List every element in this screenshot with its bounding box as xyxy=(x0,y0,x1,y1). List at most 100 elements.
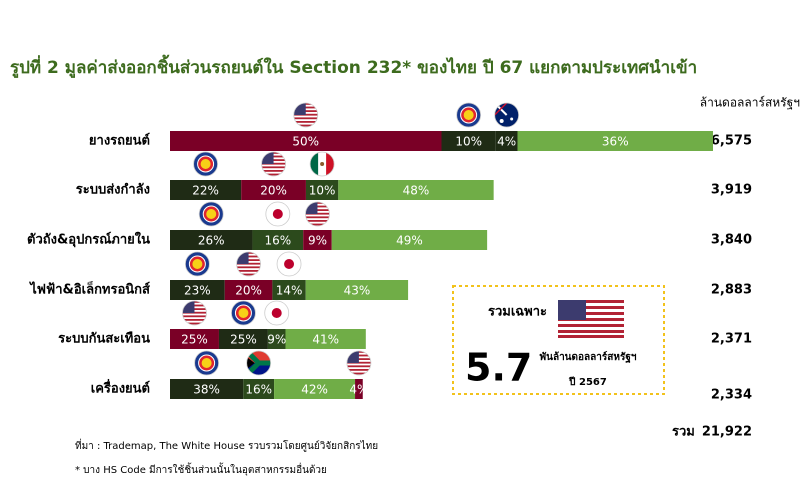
flag-body xyxy=(261,152,286,176)
flag-icon xyxy=(346,350,372,376)
callout-box xyxy=(452,285,665,395)
bar-segment xyxy=(305,180,339,200)
flag-border xyxy=(456,102,482,128)
sum-value: 21,922 xyxy=(702,425,752,440)
flag-body xyxy=(264,301,289,325)
total-label: 2,371 xyxy=(711,332,752,347)
flag-sun xyxy=(272,209,283,219)
footnote: ที่มา : Trademap, The White House รวบรวม… xyxy=(75,438,378,452)
flag-core xyxy=(200,159,211,169)
flag-icon xyxy=(261,151,286,177)
total-label: 2,334 xyxy=(711,388,752,403)
flag-core xyxy=(238,308,249,318)
flag-icon xyxy=(198,201,224,227)
flag-border xyxy=(194,350,220,376)
total-label: 3,919 xyxy=(711,183,752,198)
flag-core xyxy=(463,110,474,120)
bar-segment xyxy=(285,329,366,349)
flag-body xyxy=(199,202,224,226)
total-label: 3,840 xyxy=(711,233,752,248)
bar-segment xyxy=(170,180,242,200)
flag-icon xyxy=(276,251,302,277)
flag-stripe xyxy=(293,121,318,123)
flag-stripe xyxy=(236,270,261,272)
flag-stripe xyxy=(182,322,207,325)
flag-y xyxy=(246,351,263,375)
flag-icon xyxy=(236,251,261,277)
segment-label: 22% xyxy=(192,184,219,198)
flag-band xyxy=(326,152,335,176)
flag-body xyxy=(182,301,207,325)
flag-border xyxy=(198,201,224,227)
segment-label: 25% xyxy=(181,333,208,347)
flag-body xyxy=(194,351,219,375)
bar-segment xyxy=(267,329,286,349)
flag-border xyxy=(182,300,207,326)
us-flag-large xyxy=(558,300,624,338)
bar-segment xyxy=(303,230,332,250)
segment-label: 48% xyxy=(403,184,430,198)
bar-segment xyxy=(170,329,219,349)
segment-label: 16% xyxy=(245,383,272,397)
category-label: เครื่องยนต์ xyxy=(91,379,150,397)
flag-icon xyxy=(456,102,482,128)
flag-border xyxy=(265,201,291,227)
flag-core xyxy=(192,259,203,269)
flag-body xyxy=(185,252,210,276)
bar-segment xyxy=(224,280,273,300)
segment-label: 41% xyxy=(312,333,339,347)
flag-icon xyxy=(231,300,256,326)
flag-icon xyxy=(246,350,272,376)
flag-cross xyxy=(494,103,508,116)
flag-stripe xyxy=(261,173,286,176)
bar-segment xyxy=(495,131,518,151)
flag-sun xyxy=(284,259,295,269)
category-label: ระบบส่งกำลัง xyxy=(76,182,150,198)
flag-stripe xyxy=(346,365,371,368)
total-label: 2,883 xyxy=(711,283,752,298)
flag-tri xyxy=(246,357,255,369)
bar-segment xyxy=(517,131,713,151)
flag-stripe xyxy=(261,170,286,172)
flag-stripe xyxy=(293,117,318,120)
segment-label: 10% xyxy=(309,184,336,198)
segment-label: 23% xyxy=(184,284,211,298)
flag-border xyxy=(231,300,256,326)
flag-icon xyxy=(193,151,219,177)
segment-label: 38% xyxy=(193,383,220,397)
flag-body xyxy=(277,252,302,276)
flag-icon xyxy=(194,350,220,376)
bar-segment xyxy=(170,280,225,300)
flag-border xyxy=(346,350,372,376)
flag-stripe xyxy=(293,124,318,127)
flag-body xyxy=(305,202,330,226)
flag-stripe xyxy=(261,166,286,169)
segment-label: 10% xyxy=(455,135,482,149)
bar-segment xyxy=(170,131,442,151)
flag-core xyxy=(201,358,212,368)
flag-body xyxy=(310,152,335,176)
flag-stripe xyxy=(236,273,261,276)
flag-border xyxy=(494,102,520,128)
flag-border xyxy=(246,350,272,376)
category-label: ระบบกันสะเทือน xyxy=(58,331,150,347)
segment-label: 20% xyxy=(235,284,262,298)
flag-body xyxy=(246,351,271,375)
bar-segment xyxy=(331,230,488,250)
segment-label: 20% xyxy=(260,184,287,198)
flag-emblem xyxy=(320,162,325,166)
flag-border xyxy=(184,251,210,277)
segment-label: 42% xyxy=(301,383,328,397)
flag-border xyxy=(305,201,330,227)
total-label: 6,575 xyxy=(711,134,752,149)
segment-label: 43% xyxy=(344,284,371,298)
flag-body xyxy=(265,202,290,226)
flag-star xyxy=(499,119,504,123)
segment-label: 26% xyxy=(198,234,225,248)
flag-icon xyxy=(264,300,290,326)
callout-value: 5.7 xyxy=(465,346,532,390)
bar-segment xyxy=(355,379,363,399)
flag-icon xyxy=(265,201,291,227)
unit-label: ล้านดอลลาร์สหรัฐฯ xyxy=(700,96,800,110)
